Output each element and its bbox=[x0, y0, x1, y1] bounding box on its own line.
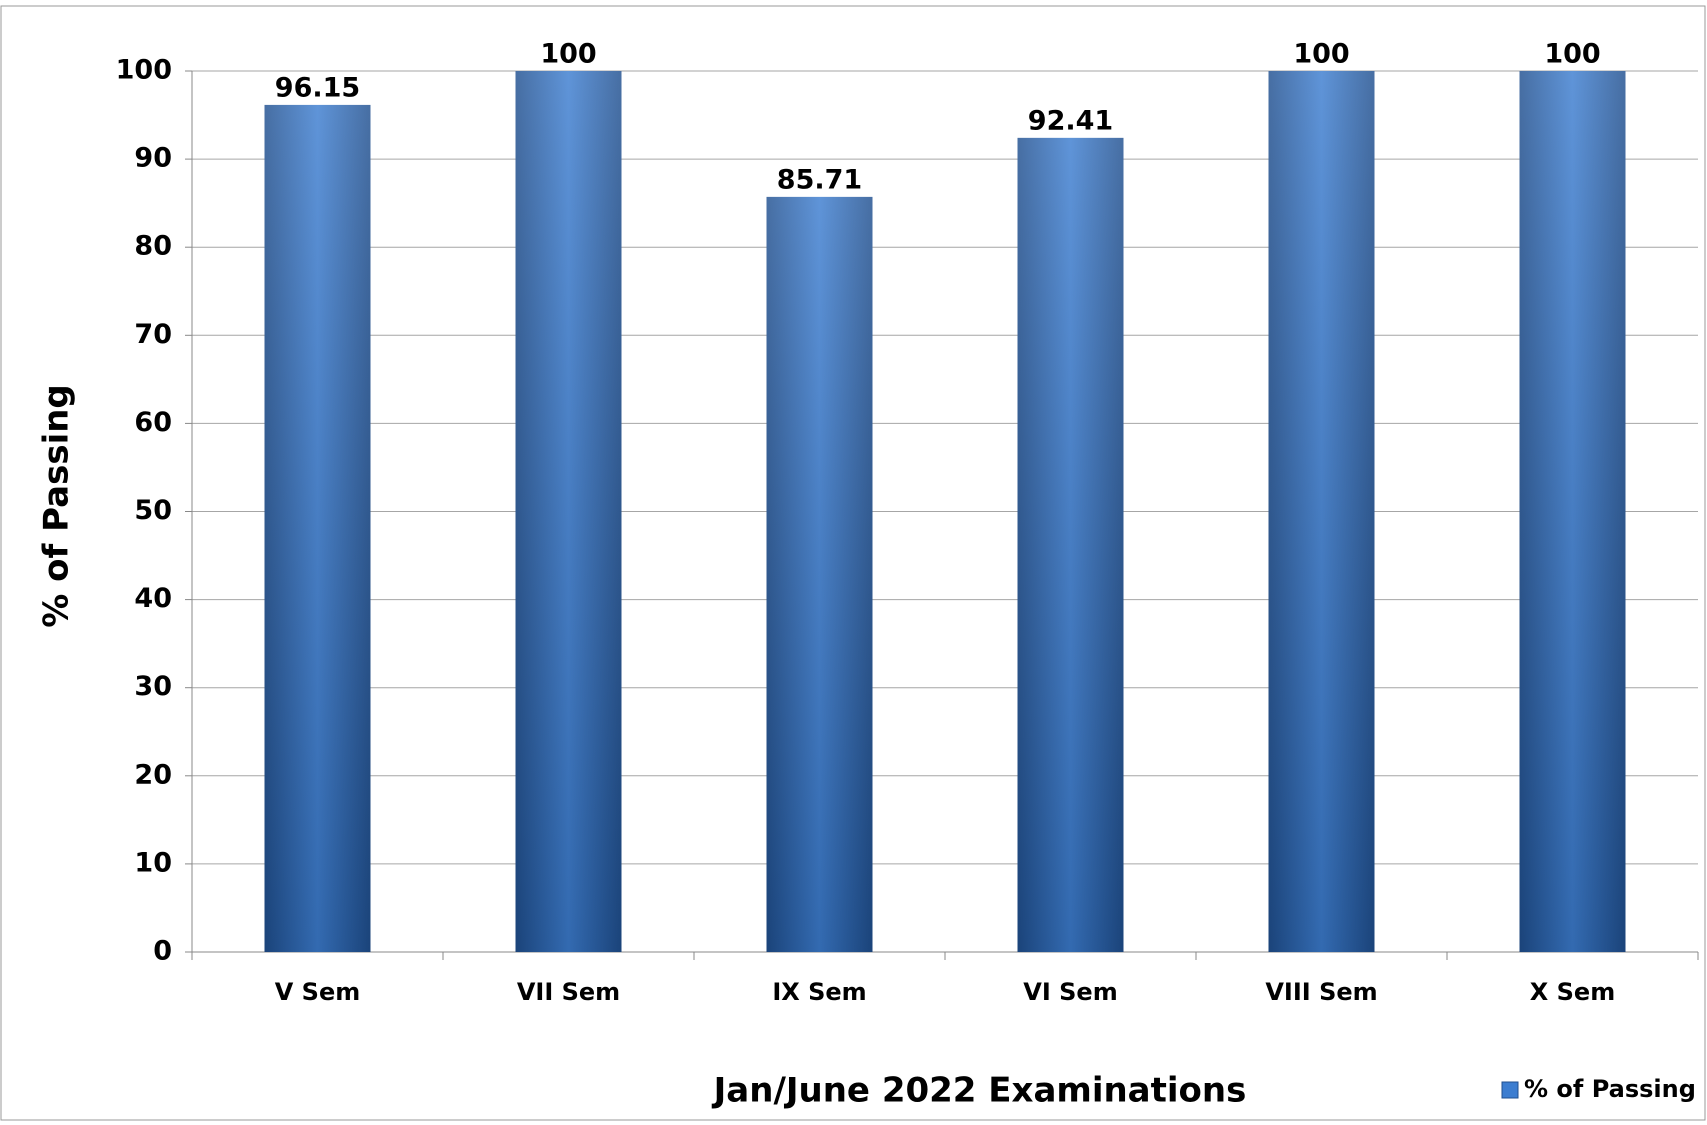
y-tick-label: 90 bbox=[134, 143, 172, 174]
y-axis-title: % of Passing bbox=[37, 384, 77, 628]
y-tick-label: 20 bbox=[134, 759, 172, 790]
bar-shade bbox=[1017, 137, 1124, 952]
value-label: 92.41 bbox=[1028, 105, 1113, 136]
y-tick-label: 80 bbox=[134, 231, 172, 262]
x-tick-label: VI Sem bbox=[1023, 978, 1117, 1006]
x-tick-label: VIII Sem bbox=[1265, 978, 1377, 1006]
bar-shade bbox=[1268, 71, 1375, 952]
legend-swatch bbox=[1501, 1081, 1519, 1099]
y-tick-label: 40 bbox=[134, 583, 172, 614]
x-axis-title: Jan/June 2022 Examinations bbox=[712, 1071, 1247, 1111]
value-label: 100 bbox=[540, 39, 596, 70]
y-tick-label: 60 bbox=[134, 407, 172, 438]
bar-shade bbox=[264, 104, 371, 952]
value-label: 85.71 bbox=[777, 164, 862, 195]
bar-shade bbox=[515, 71, 622, 952]
y-tick-label: 100 bbox=[116, 55, 172, 86]
y-tick-label: 30 bbox=[134, 671, 172, 702]
y-tick-label: 70 bbox=[134, 319, 172, 350]
chart-frame bbox=[0, 5, 1706, 1121]
value-label: 96.15 bbox=[275, 72, 360, 103]
x-tick-label: V Sem bbox=[275, 978, 361, 1006]
bar-shade bbox=[1519, 71, 1626, 952]
legend-label: % of Passing bbox=[1524, 1075, 1696, 1103]
y-tick-label: 0 bbox=[153, 936, 172, 967]
value-label: 100 bbox=[1293, 39, 1349, 70]
value-label: 100 bbox=[1544, 39, 1600, 70]
x-tick-label: VII Sem bbox=[517, 978, 620, 1006]
bar-shade bbox=[766, 196, 873, 952]
x-tick-label: X Sem bbox=[1530, 978, 1615, 1006]
y-tick-label: 50 bbox=[134, 495, 172, 526]
y-tick-label: 10 bbox=[134, 847, 172, 878]
x-tick-label: IX Sem bbox=[772, 978, 866, 1006]
